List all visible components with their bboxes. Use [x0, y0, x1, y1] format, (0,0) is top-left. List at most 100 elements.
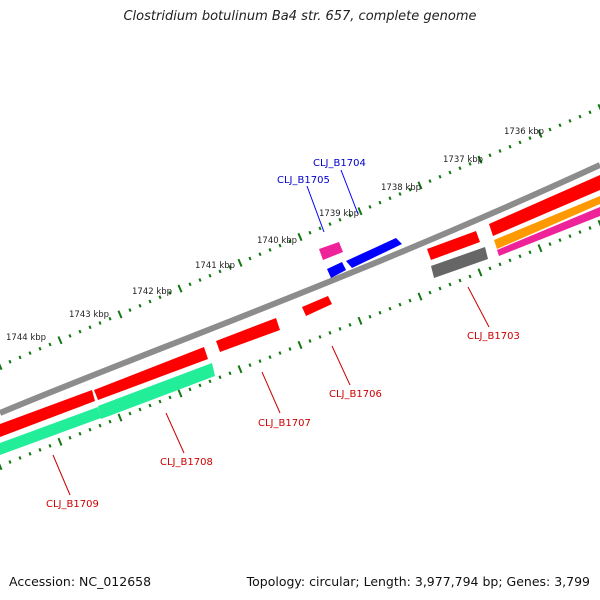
ruler-tick	[218, 269, 222, 274]
cds-feature-block[interactable]	[94, 347, 208, 400]
ruler-tick	[258, 252, 262, 257]
ruler-tick	[168, 291, 172, 295]
ruler-tick	[417, 292, 423, 301]
ruler-tick	[417, 181, 423, 190]
ruler-tick	[8, 359, 12, 364]
ruler-tick	[448, 170, 452, 175]
gene-label-CLJ_B1706[interactable]: CLJ_B1706	[329, 389, 382, 400]
genome-backbone	[0, 162, 600, 416]
ruler-tick	[278, 243, 282, 248]
ruler-tick	[338, 217, 342, 222]
ruler-tick	[378, 200, 382, 205]
cds-feature-block[interactable]	[0, 390, 95, 437]
ruler-tick	[428, 179, 432, 183]
cds-feature-block[interactable]	[302, 296, 332, 316]
ruler-tick	[477, 155, 483, 164]
ruler-tick	[208, 379, 212, 384]
cds-feature-block[interactable]	[489, 175, 600, 236]
ruler-tick	[288, 239, 292, 244]
cds-feature-block[interactable]	[319, 242, 343, 260]
ruler-tick	[357, 207, 363, 216]
ruler-tick	[348, 322, 352, 327]
gene-label-CLJ_B1707[interactable]: CLJ_B1707	[258, 418, 311, 429]
outer-tick-ring	[0, 103, 600, 371]
ruler-tick	[548, 242, 552, 247]
ruler-tick	[117, 310, 123, 319]
ruler-tick	[158, 399, 162, 404]
cds-feature-block[interactable]	[0, 407, 101, 455]
ruler-tick	[117, 413, 123, 422]
ruler-tick	[518, 140, 522, 145]
gene-label-CLJ_B1703[interactable]: CLJ_B1703	[467, 331, 520, 342]
ruler-tick	[177, 389, 183, 398]
ruler-tick	[78, 329, 82, 334]
gene-label-CLJ_B1704[interactable]: CLJ_B1704	[313, 158, 366, 169]
ruler-tick	[268, 355, 272, 359]
ruler-tick	[177, 284, 183, 293]
page-title: Clostridium botulinum Ba4 str. 657, comp…	[123, 9, 477, 24]
ruler-tick	[357, 316, 363, 325]
ruler-tick	[488, 266, 492, 271]
ruler-tick	[278, 351, 282, 355]
ruler-tick	[568, 119, 572, 123]
ruler-tick	[148, 403, 152, 408]
feature-track	[0, 175, 600, 455]
cds-feature-block[interactable]	[216, 318, 280, 352]
gene-label-CLJ_B1705[interactable]: CLJ_B1705	[277, 175, 330, 186]
ruler-tick	[198, 383, 202, 388]
ruler-tick	[248, 256, 252, 261]
accession-text: Accession: NC_012658	[9, 574, 152, 589]
ruler-tick	[208, 273, 212, 278]
ruler-tick	[438, 174, 442, 179]
ruler-tick	[68, 435, 72, 440]
ruler-tick	[78, 431, 82, 436]
ruler-tick	[458, 166, 462, 171]
ruler-tick-label: 1741 kbp	[195, 261, 235, 271]
cds-feature-block[interactable]	[494, 196, 600, 249]
ruler-tick	[458, 278, 462, 283]
ruler-tick	[588, 226, 592, 230]
ruler-tick	[498, 149, 502, 153]
ruler-tick	[258, 359, 262, 363]
cds-feature-block[interactable]	[427, 231, 480, 260]
ruler-tick	[408, 298, 412, 303]
gene-label-CLJ_B1709[interactable]: CLJ_B1709	[46, 499, 99, 510]
ruler-tick	[528, 250, 532, 255]
ruler-tick	[588, 110, 592, 115]
inner-tick-ring	[0, 219, 600, 471]
ruler-tick	[558, 123, 562, 128]
cds-feature-block[interactable]	[98, 363, 215, 419]
ruler-tick	[368, 205, 372, 209]
ruler-tick	[38, 346, 42, 351]
ruler-labels: 1736 kbp 1737 kbp 1738 kbp 1739 kbp 1740 kbp…	[6, 127, 544, 343]
ruler-tick	[88, 427, 92, 432]
cds-feature-block[interactable]	[327, 262, 346, 278]
ruler-tick	[68, 334, 72, 338]
genome-stats-text: Topology: circular; Length: 3,977,794 bp…	[246, 574, 590, 589]
ruler-tick-label: 1742 kbp	[132, 287, 172, 297]
ruler-tick	[568, 234, 572, 238]
ruler-tick	[288, 347, 292, 351]
cds-feature-block[interactable]	[497, 207, 600, 256]
ruler-tick	[328, 331, 332, 335]
ruler-tick	[468, 162, 472, 166]
gene-labels: CLJ_B1704 CLJ_B1705 CLJ_B1703 CLJ_B1706 …	[46, 158, 520, 510]
ruler-tick	[57, 437, 63, 446]
ruler-tick	[148, 299, 152, 304]
ruler-tick	[558, 238, 562, 242]
ruler-tick	[508, 258, 512, 263]
cds-feature-block[interactable]	[346, 238, 402, 268]
ruler-tick	[38, 448, 42, 452]
ruler-tick	[188, 387, 192, 392]
ruler-tick	[228, 371, 232, 376]
gene-label-CLJ_B1708[interactable]: CLJ_B1708	[160, 457, 213, 468]
ruler-tick	[537, 244, 543, 253]
ruler-tick	[428, 290, 432, 295]
ruler-tick	[108, 419, 112, 424]
ruler-tick	[28, 351, 32, 355]
ruler-tick	[578, 114, 582, 119]
ruler-tick	[318, 335, 322, 339]
ruler-tick	[48, 443, 52, 448]
cds-feature-block[interactable]	[431, 247, 488, 278]
